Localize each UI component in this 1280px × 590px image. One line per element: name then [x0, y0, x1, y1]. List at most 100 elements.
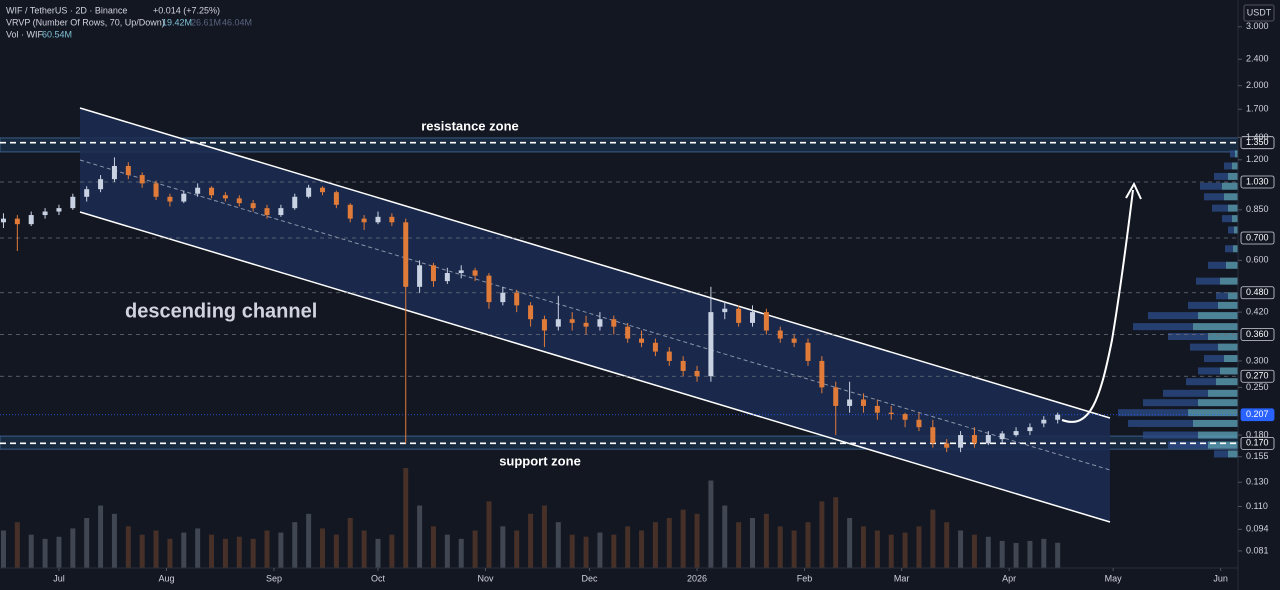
volume-bar [860, 526, 866, 568]
x-tick-label: 2026 [687, 573, 707, 583]
candle-body [14, 218, 20, 225]
x-tick-label: Apr [1002, 573, 1016, 583]
profile-up [1193, 419, 1238, 427]
candle-body [361, 218, 367, 223]
volume-bar [930, 509, 936, 568]
volume-bar [874, 530, 880, 568]
x-tick-label: Sep [266, 573, 282, 583]
volume-bar [28, 534, 34, 568]
volume-bar [541, 505, 547, 568]
profile-up [1222, 182, 1238, 190]
level-box [1240, 231, 1275, 245]
y-tick-label: 3.000 [1246, 21, 1269, 31]
profile-up [1198, 431, 1238, 439]
profile-down [1228, 226, 1234, 234]
volume-bar [833, 497, 839, 568]
volume-bar [42, 538, 48, 568]
volume-bar [264, 530, 270, 568]
profile-up [1220, 367, 1238, 375]
level-label: 0.207 [1246, 409, 1269, 419]
candle-body [195, 187, 201, 194]
candle-body [528, 305, 534, 320]
y-tick-label: 0.420 [1246, 306, 1269, 316]
volume-bar [222, 538, 228, 568]
profile-down [1118, 409, 1188, 417]
vrvp-value: 19.42M [162, 17, 192, 27]
candle-body [514, 292, 520, 306]
candle-body [209, 187, 215, 196]
volume-bar [777, 526, 783, 568]
candle-body [375, 216, 381, 223]
volume-bar [819, 501, 825, 568]
volume-bar [944, 522, 950, 568]
volume-bar [583, 536, 589, 568]
profile-down [1148, 312, 1198, 320]
vrvp-label: VRVP (Number Of Rows, 70, Up/Down) [6, 17, 165, 27]
candle-body [403, 222, 409, 287]
profile-up [1228, 172, 1238, 180]
vol-label: Vol · WIF [6, 29, 44, 39]
volume-bar [555, 522, 561, 568]
volume-bar [916, 526, 922, 568]
profile-down [1204, 193, 1224, 201]
profile-up [1193, 323, 1238, 331]
volume-bar [750, 518, 756, 568]
x-tick-label: Jul [53, 573, 65, 583]
candle-body [472, 270, 478, 276]
candle-layer [0, 157, 1061, 453]
y-tick-label: 0.081 [1246, 545, 1269, 555]
volume-bar [486, 501, 492, 568]
y-tick-label: 1.200 [1246, 154, 1269, 164]
profile-down [1216, 292, 1228, 300]
vol-value: 60.54M [42, 29, 72, 39]
candle-body [486, 275, 492, 303]
volume-bar [1041, 538, 1047, 568]
y-tick-label: 2.000 [1246, 80, 1269, 90]
profile-down [1214, 450, 1228, 458]
profile-up [1228, 450, 1238, 458]
profile-up [1220, 277, 1238, 285]
level-label: 0.270 [1246, 371, 1269, 381]
candle-body [874, 405, 880, 413]
projection-arrow [1061, 189, 1134, 423]
volume-bar [888, 534, 894, 568]
volume-bar [694, 513, 700, 568]
profile-up [1208, 389, 1238, 397]
candle-body [694, 370, 700, 377]
profile-up [1188, 409, 1238, 417]
volume-bar [722, 505, 728, 568]
volume-layer [0, 468, 1061, 568]
profile-down [1186, 378, 1216, 386]
level-label: 0.170 [1246, 438, 1269, 448]
candle-body [42, 211, 48, 216]
profile-down [1230, 150, 1235, 158]
candle-body [958, 435, 964, 448]
level-box [1240, 369, 1275, 383]
candle-body [222, 195, 228, 199]
volume-bar [625, 526, 631, 568]
volume-bar [375, 538, 381, 568]
volume-bar [250, 538, 256, 568]
candle-body [444, 272, 450, 282]
candle-body [777, 330, 783, 339]
candle-body [555, 319, 561, 327]
volume-bar [14, 522, 20, 568]
volume-bar [209, 534, 215, 568]
profile-down [1222, 215, 1232, 223]
profile-up [1224, 193, 1238, 201]
y-tick-label: 0.110 [1246, 501, 1268, 511]
candle-body [985, 435, 991, 444]
candle-body [902, 414, 908, 420]
volume-bar [320, 528, 326, 568]
candle-body [971, 435, 977, 444]
profile-up [1226, 261, 1238, 269]
candle-body [500, 292, 506, 303]
candle-body [791, 338, 797, 343]
volume-bar [1055, 542, 1061, 568]
volume-bar [805, 522, 811, 568]
channel-upper [79, 107, 1111, 419]
volume-bar [306, 513, 312, 568]
y-tick-label: 0.155 [1246, 451, 1269, 461]
candle-body [860, 399, 866, 406]
symbol: WIF / TetherUS · 2D · Binance [6, 5, 127, 15]
